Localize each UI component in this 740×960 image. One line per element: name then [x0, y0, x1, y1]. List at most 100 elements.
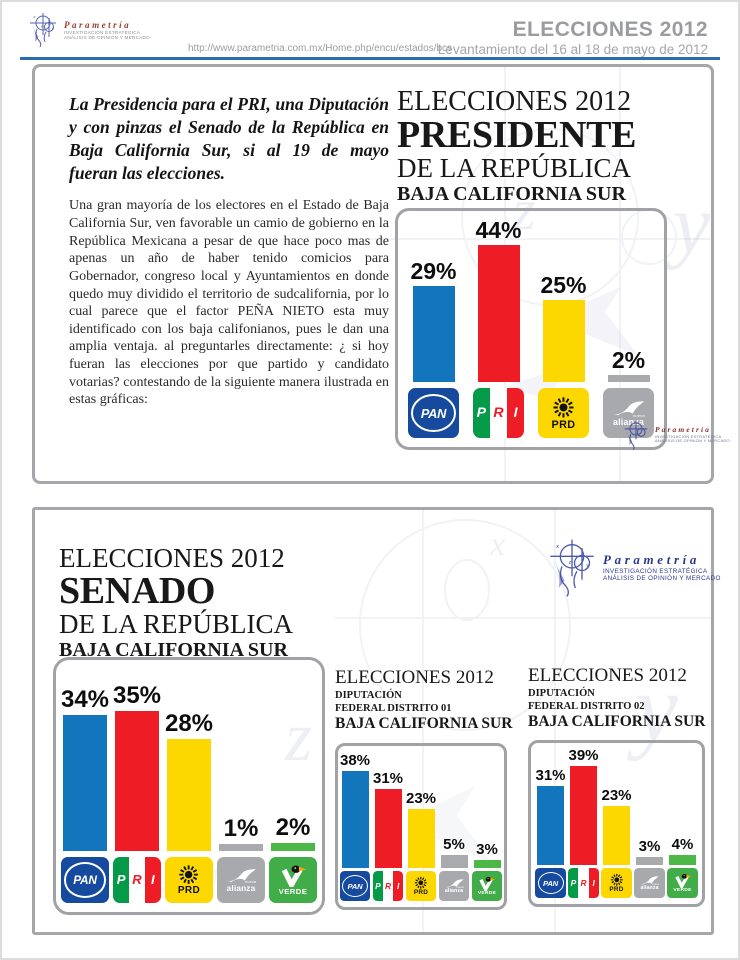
senate-section-title: ELECCIONES 2012 SENADO DE LA REPÚBLICA B… [59, 544, 379, 662]
alianza-logo: nueva alianza [602, 388, 655, 438]
verde-toucan-icon [675, 873, 692, 888]
senate-chart: 34% PAN 35% P R I 28% [53, 657, 325, 915]
bar-pan [341, 770, 369, 868]
svg-text:z: z [40, 24, 43, 29]
bar-col-prd: 23% PRD [405, 751, 437, 901]
value-label: 44% [475, 217, 522, 243]
bar-col-pan: 38% PAN [339, 751, 371, 901]
brand-name: Parametría [603, 552, 701, 568]
bar-col-pri: 44% P R I [472, 217, 525, 438]
bar-col-alianza: 3% nueva alianza [634, 748, 665, 898]
article-body: Una gran mayoría de los electores en el … [69, 198, 389, 408]
bar-alianza [636, 857, 663, 865]
prd-logo: PRD [537, 388, 590, 438]
value-label: 2% [611, 347, 646, 373]
pri-logo: P R I [372, 871, 404, 901]
prd-sun-icon [553, 397, 574, 418]
value-label: 4% [671, 835, 694, 853]
value-label: 29% [410, 258, 457, 285]
title-line: ELECCIONES 2012 [397, 86, 632, 117]
alianza-logo: nueva alianza [438, 871, 470, 901]
alianza-swoosh-icon [444, 879, 464, 888]
value-label: 25% [540, 271, 587, 298]
bar-prd [603, 806, 630, 865]
verde-toucan-icon [281, 865, 307, 888]
bar-verde [669, 854, 696, 865]
president-chart: 29% PAN 44% P R I 25% [395, 208, 667, 450]
title-line: BAJA CALIFORNIA SUR [335, 715, 513, 733]
svg-text:z: z [568, 559, 572, 566]
title-line: ELECCIONES 2012 [528, 665, 687, 686]
article-intro: La Presidencia para el PRI, una Diputaci… [69, 94, 389, 184]
district1-chart: 38% PAN 31% P R I 23% [335, 743, 507, 910]
alianza-swoosh-icon [612, 401, 645, 416]
bar-col-pri: 31% P R I [372, 751, 404, 901]
brand-tagline-2: Análisis de opinión y mercado [603, 575, 721, 583]
pan-logo: PAN [407, 388, 460, 438]
value-label: 28% [164, 710, 214, 738]
bar-alianza [440, 855, 468, 868]
bar-col-verde: 3% VERDE [471, 751, 503, 901]
brand-tagline-1: Investigación estratégica [655, 433, 722, 439]
title-line: DIPUTACIÓN [528, 687, 595, 699]
value-label: 38% [339, 751, 371, 769]
brand-name: Parametría [655, 425, 711, 435]
bar-pri [570, 766, 597, 865]
value-label: 31% [372, 769, 404, 787]
parametria-logo-header: xz y Parametría Investigación estratégica… [28, 12, 150, 48]
district2-chart: 31% PAN 39% P R I 23% [528, 740, 705, 907]
bar-alianza [219, 844, 263, 852]
bar-prd [167, 739, 211, 852]
brand-tagline-1: Investigación estratégica [64, 29, 141, 35]
value-label: 3% [476, 841, 498, 859]
svg-text:x: x [555, 543, 559, 550]
svg-text:x: x [489, 526, 505, 563]
pan-emblem: PAN [411, 394, 456, 432]
title-line: ELECCIONES 2012 [335, 667, 494, 688]
title-line: FEDERAL DISTRITO 01 [335, 703, 452, 715]
prd-sun-icon [610, 873, 623, 886]
bar-pan [63, 715, 107, 852]
value-label: 5% [443, 836, 465, 854]
district2-section-title: ELECCIONES 2012 DIPUTACIÓN FEDERAL DISTR… [528, 665, 718, 732]
pri-logo: P R I [568, 868, 599, 898]
bar-col-alianza: 1% nueva alianza [217, 668, 265, 903]
brand-tagline-1: Investigación estratégica [603, 568, 708, 576]
title-line: DE LA REPÚBLICA [397, 153, 632, 184]
president-section-title: ELECCIONES 2012 PRESIDENTE DE LA REPÚBLI… [397, 87, 702, 206]
prd-logo: PRD [601, 868, 632, 898]
bar-col-pan: 34% PAN [61, 668, 109, 903]
bar-verde [473, 860, 501, 868]
bar-col-pan: 29% PAN [407, 219, 460, 438]
pan-logo: PAN [535, 868, 566, 898]
parametria-face-icon: x z y [550, 539, 594, 597]
bar-pri [115, 711, 159, 852]
pri-logo: P R I [472, 388, 525, 438]
prd-sun-icon [415, 876, 427, 889]
bar-col-prd: 25% PRD [537, 219, 590, 438]
panel-president: z y La Presidencia para el PRI, una Dipu… [32, 64, 730, 484]
bar-pri [374, 788, 402, 868]
alianza-swoosh-icon [226, 869, 256, 882]
pri-logo: P R I [113, 856, 161, 903]
verde-logo: VERDE [471, 871, 503, 901]
pan-logo: PAN [339, 871, 371, 901]
header-subtitle: Levantamiento del 16 al 18 de mayo de 20… [437, 42, 708, 57]
title-line: BAJA CALIFORNIA SUR [397, 182, 626, 205]
value-label: 39% [568, 747, 599, 764]
header-divider [20, 57, 720, 60]
title-line: BAJA CALIFORNIA SUR [59, 638, 288, 661]
bar-col-pri: 39% P R I [568, 747, 599, 898]
title-line: DIPUTACIÓN [335, 689, 402, 701]
value-label: 3% [638, 838, 661, 856]
header-title: ELECCIONES 2012 [512, 18, 708, 41]
verde-toucan-icon [479, 876, 496, 891]
verde-logo: VERDE [269, 856, 317, 903]
bar-col-prd: 28% PRD [164, 668, 214, 903]
page-header: xz y Parametría Investigación estratégica… [2, 2, 738, 58]
svg-text:y: y [585, 562, 589, 569]
value-label: 31% [535, 766, 566, 784]
bar-col-pri: 35% P R I [113, 668, 161, 903]
parametria-logo-panel1: Parametría Investigación estratégica Aná… [623, 419, 730, 451]
title-line: BAJA CALIFORNIA SUR [528, 713, 706, 731]
